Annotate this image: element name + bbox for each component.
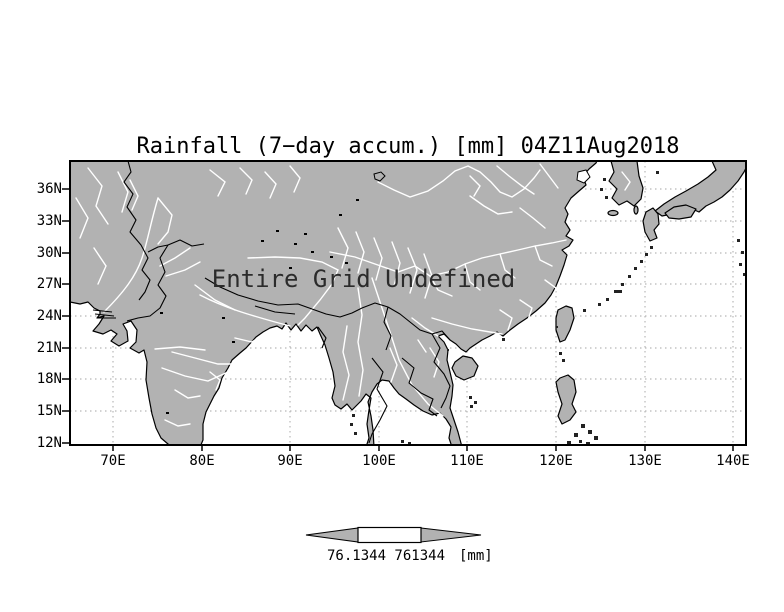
luzon-island (555, 374, 577, 425)
x-tick-label-90e: 90E (277, 453, 303, 469)
axis-ticks (62, 188, 734, 451)
y-tick-label-12n: 12N (36, 435, 62, 451)
landmass-asia (70, 161, 746, 445)
small-islands (350, 171, 746, 445)
x-tick-label-140e: 140E (716, 453, 750, 469)
y-tick-label-33n: 33N (36, 213, 62, 229)
x-tick-label-130e: 130E (628, 453, 662, 469)
lakes (92, 171, 386, 414)
korea-peninsula (608, 161, 644, 207)
x-tick-label-70e: 70E (100, 453, 126, 469)
y-tick-label-36n: 36N (36, 181, 62, 197)
y-tick-label-30n: 30N (36, 245, 62, 261)
jeju-island (607, 209, 619, 217)
colorbar-arrow (305, 526, 482, 544)
y-tick-label-21n: 21N (36, 340, 62, 356)
country-borders (123, 161, 451, 444)
plot-title: Rainfall (7−day accum.) [mm] 04Z11Aug201… (136, 134, 680, 159)
hainan-island (451, 355, 479, 381)
y-tick-label-18n: 18N (36, 371, 62, 387)
x-tick-label-100e: 100E (362, 453, 396, 469)
x-tick-label-120e: 120E (539, 453, 573, 469)
colorbar-value-labels: 76.1344 761344 (327, 548, 446, 564)
taiwan-island (555, 305, 575, 343)
y-tick-label-27n: 27N (36, 276, 62, 292)
japan-kyushu (642, 207, 660, 242)
tsushima-island (633, 205, 639, 215)
grid-undefined-message: Entire Grid Undefined (211, 265, 516, 293)
x-tick-label-110e: 110E (450, 453, 484, 469)
mainland-coastline (70, 161, 598, 445)
plot-frame (69, 160, 747, 446)
x-tick-label-80e: 80E (189, 453, 215, 469)
japan-shikoku (664, 204, 697, 220)
colorbar-units-label: [mm] (459, 548, 493, 564)
y-tick-label-24n: 24N (36, 308, 62, 324)
rivers (75, 163, 631, 427)
y-tick-label-15n: 15N (36, 403, 62, 419)
bohai-sea-notch (576, 169, 591, 184)
